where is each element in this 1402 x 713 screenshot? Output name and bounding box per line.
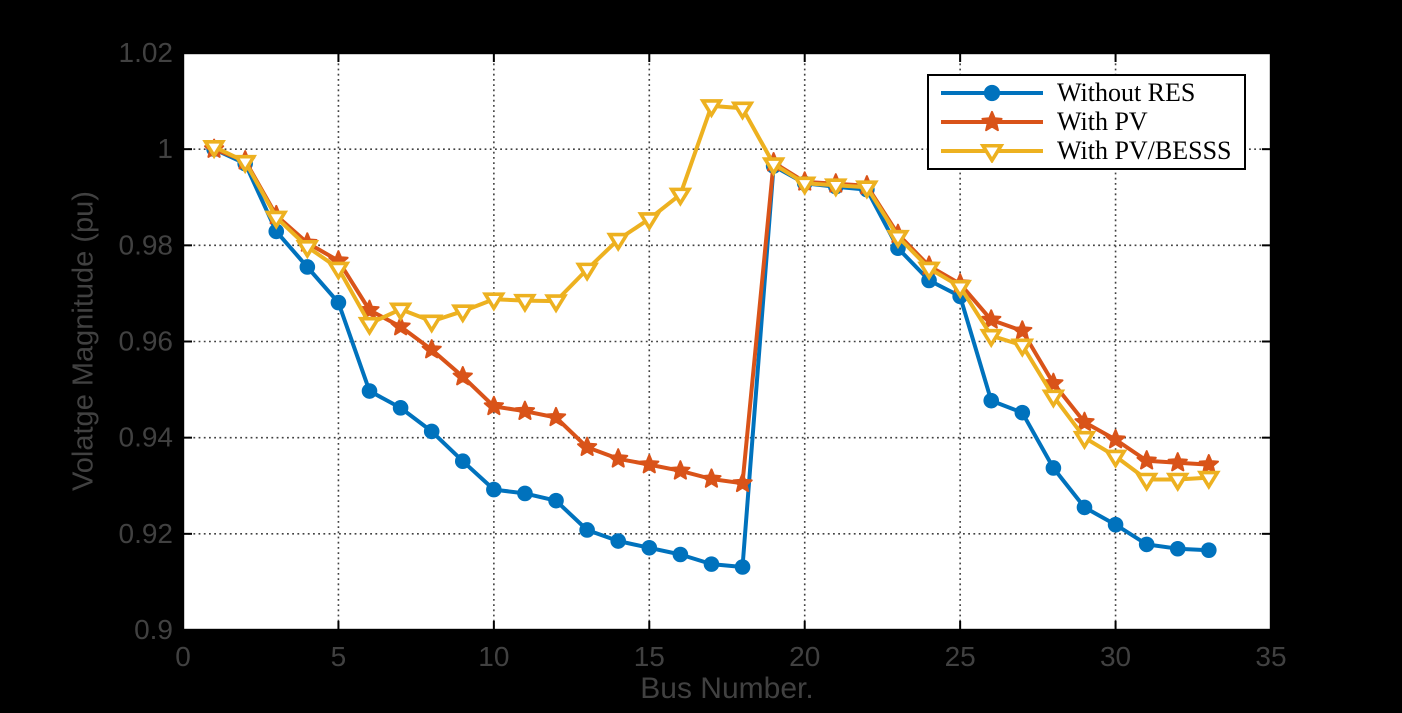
y-tick-labels: 0.9 0.92 0.94 0.96 0.98 1 1.02 — [119, 37, 174, 645]
svg-text:1.02: 1.02 — [119, 37, 174, 68]
axis-ticks — [182, 52, 1272, 631]
svg-text:0: 0 — [175, 641, 191, 672]
legend-line-circle-marker-icon — [941, 85, 1043, 102]
legend-label: Without RES — [1057, 78, 1196, 108]
svg-text:0.94: 0.94 — [119, 422, 174, 453]
legend-item-with-pv: With PV — [939, 106, 1244, 136]
legend-line-star-marker-icon — [941, 110, 1043, 132]
svg-text:5: 5 — [331, 641, 347, 672]
svg-text:0.9: 0.9 — [134, 614, 173, 645]
svg-text:35: 35 — [1255, 641, 1286, 672]
legend-item-without-res: Without RES — [939, 80, 1244, 106]
svg-text:0.96: 0.96 — [119, 326, 174, 357]
x-axis-label: Bus Number. — [640, 672, 814, 705]
y-axis-label: Volatge Magnitude (pu) — [67, 191, 100, 491]
legend-label: With PV/BESSS — [1057, 135, 1232, 165]
series-with-pv-besss — [202, 99, 1221, 492]
legend-item-with-pv-besss: With PV/BESSS — [939, 135, 1244, 165]
legend: Without RES With PV With PV/BESSS — [927, 74, 1246, 170]
legend-line-triangle-marker-icon — [941, 143, 1043, 163]
svg-text:0.92: 0.92 — [119, 518, 174, 549]
svg-text:1: 1 — [157, 133, 173, 164]
svg-text:20: 20 — [789, 641, 820, 672]
svg-text:30: 30 — [1100, 641, 1131, 672]
svg-text:10: 10 — [478, 641, 509, 672]
x-tick-labels: 0 5 10 15 20 25 30 35 — [175, 641, 1286, 672]
svg-text:25: 25 — [945, 641, 976, 672]
svg-text:15: 15 — [634, 641, 665, 672]
legend-label: With PV — [1057, 106, 1148, 136]
svg-text:0.98: 0.98 — [119, 229, 174, 260]
